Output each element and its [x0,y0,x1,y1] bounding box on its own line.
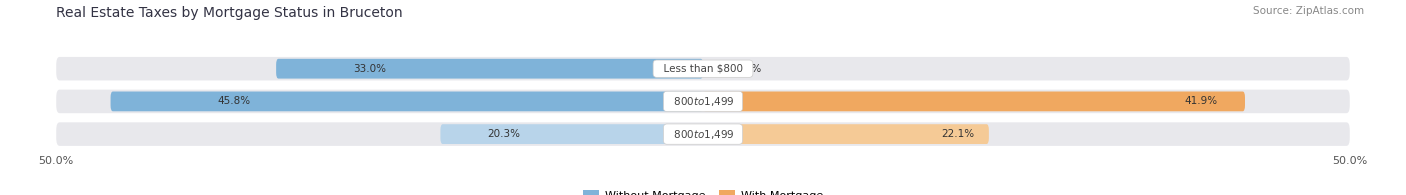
Text: 20.3%: 20.3% [488,129,520,139]
Legend: Without Mortgage, With Mortgage: Without Mortgage, With Mortgage [578,186,828,195]
Text: Real Estate Taxes by Mortgage Status in Bruceton: Real Estate Taxes by Mortgage Status in … [56,6,404,20]
Text: 0.0%: 0.0% [735,64,762,74]
Text: 41.9%: 41.9% [1185,96,1218,106]
FancyBboxPatch shape [56,122,1350,146]
FancyBboxPatch shape [56,90,1350,113]
FancyBboxPatch shape [276,59,703,79]
FancyBboxPatch shape [111,91,703,111]
Text: Source: ZipAtlas.com: Source: ZipAtlas.com [1253,6,1364,16]
Text: $800 to $1,499: $800 to $1,499 [666,95,740,108]
FancyBboxPatch shape [56,57,1350,81]
Text: 33.0%: 33.0% [353,64,387,74]
Text: $800 to $1,499: $800 to $1,499 [666,128,740,141]
Text: 22.1%: 22.1% [942,129,974,139]
FancyBboxPatch shape [703,124,988,144]
FancyBboxPatch shape [440,124,703,144]
FancyBboxPatch shape [703,91,1244,111]
Text: Less than $800: Less than $800 [657,64,749,74]
Text: 45.8%: 45.8% [217,96,250,106]
